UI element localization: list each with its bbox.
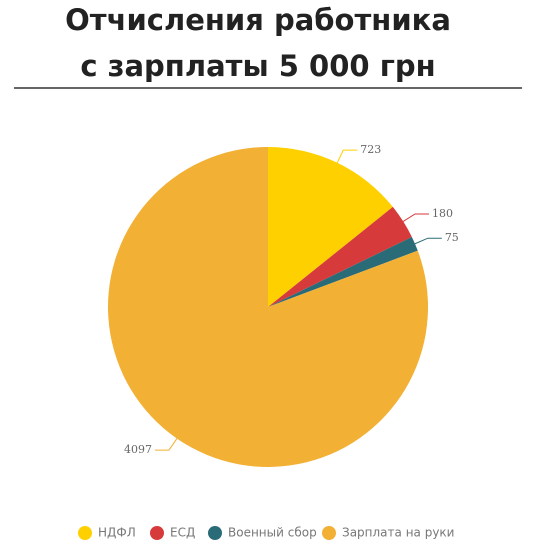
data-label: 4097 xyxy=(124,443,152,456)
legend-marker xyxy=(78,526,92,540)
legend-label: Военный сбор xyxy=(228,526,317,540)
pie-slice xyxy=(268,206,412,307)
legend-label: Зарплата на руки xyxy=(342,526,454,540)
legend-label: ЕСД xyxy=(170,526,195,540)
pie-slice xyxy=(268,236,418,307)
legend-marker xyxy=(208,526,222,540)
pie-slice xyxy=(268,147,393,307)
data-label: 723 xyxy=(360,143,381,156)
data-label: 180 xyxy=(432,207,453,220)
chart-title: с зарплаты 5 000 грн xyxy=(80,49,435,83)
leader-line xyxy=(414,237,442,245)
legend-label: НДФЛ xyxy=(98,526,136,540)
leader-line xyxy=(402,213,430,222)
data-label: 75 xyxy=(445,231,459,244)
legend-marker xyxy=(322,526,336,540)
leader-line xyxy=(154,438,178,451)
legend-marker xyxy=(150,526,164,540)
chart-title: Отчисления работника xyxy=(65,3,451,37)
pie-slice xyxy=(107,147,428,467)
leader-line xyxy=(336,149,358,163)
